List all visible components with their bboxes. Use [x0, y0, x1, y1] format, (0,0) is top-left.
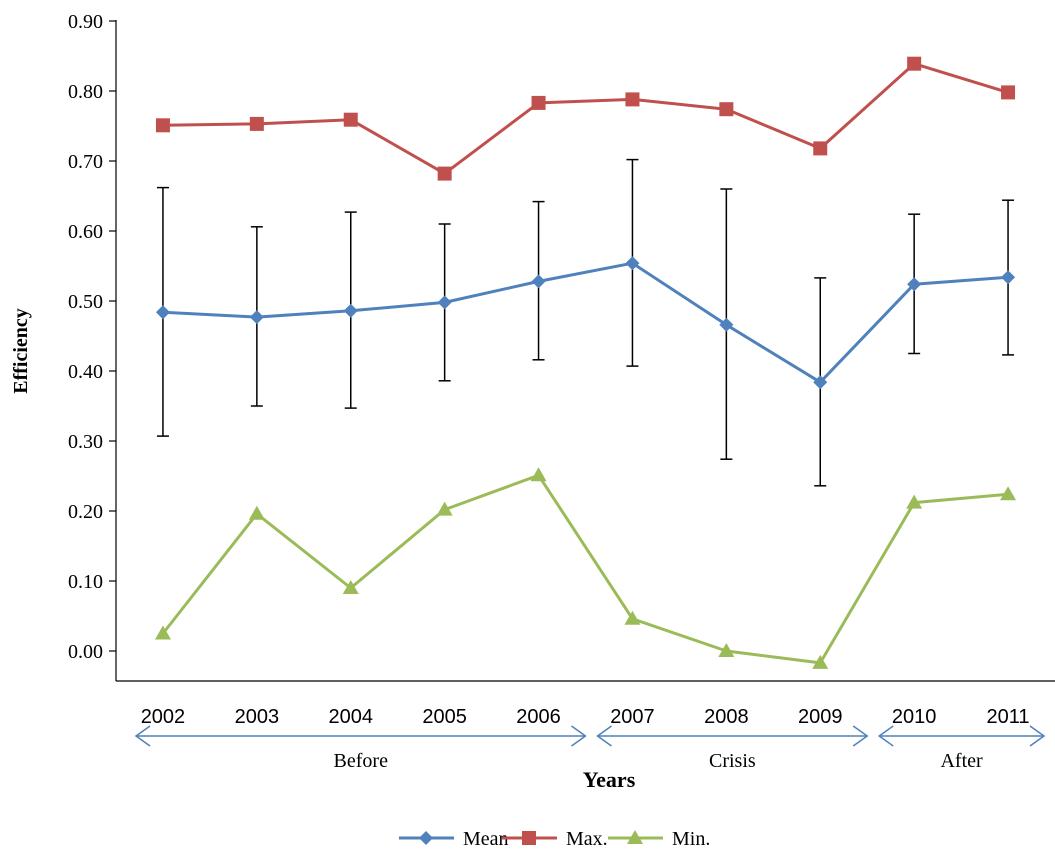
y-axis: 0.00 0.10 0.20 0.30 0.40 0.50 0.60 0.70 0.80 0.90 [68, 11, 117, 681]
y-tick-label: 0.90 [68, 11, 103, 33]
legend-marker [627, 830, 643, 844]
x-tick-label: 2008 [704, 706, 749, 728]
x-tick-label: 2006 [516, 706, 561, 728]
legend-item-max: Max. [502, 828, 608, 850]
y-tick-label: 0.00 [68, 641, 103, 663]
y-tick-label: 0.50 [68, 291, 103, 313]
series-line-min [161, 473, 1009, 665]
legend-item-min: Min. [608, 828, 710, 850]
legend-label: Max. [566, 828, 608, 850]
x-tick-label: 2010 [892, 706, 937, 728]
x-axis: 2002 2003 2004 2005 2006 2007 2008 2009 2010 2011 [116, 680, 1055, 728]
y-tick-label: 0.80 [68, 81, 103, 103]
legend-marker [419, 831, 433, 845]
data-point-max [813, 141, 828, 156]
data-point-min [1000, 486, 1017, 501]
data-point-min [342, 580, 359, 594]
series-min [154, 467, 1017, 669]
data-point-mean [625, 256, 640, 271]
x-tick-label: 2005 [422, 706, 467, 728]
data-point-mean [813, 375, 828, 390]
data-point-min [812, 654, 829, 669]
period-crisis: Crisis [596, 725, 869, 772]
data-point-mean [1001, 270, 1016, 285]
y-tick-label: 0.30 [68, 431, 103, 453]
x-tick-label: 2009 [798, 706, 843, 728]
y-tick-label: 0.40 [68, 361, 103, 383]
data-point-min [718, 643, 735, 657]
y-tick-label: 0.60 [68, 221, 103, 243]
series-layer [154, 56, 1017, 669]
data-point-min [248, 505, 265, 520]
x-tick-label: 2004 [329, 706, 374, 728]
series-line-max [162, 62, 1009, 176]
data-point-min [154, 625, 171, 640]
legend-item-mean: Mean [399, 828, 509, 850]
x-axis-title: Years [583, 767, 636, 792]
period-before: Before [134, 725, 587, 772]
legend: Mean Max. Min. [399, 828, 710, 850]
data-point-min [436, 501, 453, 516]
y-tick-label: 0.70 [68, 151, 103, 173]
data-point-min [624, 610, 641, 625]
x-tick-label: 2003 [235, 706, 280, 728]
data-point-max [719, 102, 734, 117]
data-point-max [531, 95, 546, 110]
data-point-mean [719, 317, 734, 332]
y-tick-label: 0.20 [68, 501, 103, 523]
data-point-max [907, 56, 922, 71]
data-point-mean [343, 303, 358, 318]
period-arrows: Before Crisis After [134, 725, 1046, 772]
data-point-min [906, 494, 923, 509]
data-point-mean [155, 305, 170, 320]
series-mean [155, 256, 1016, 390]
legend-label: Mean [463, 828, 509, 850]
data-point-max [625, 92, 640, 107]
x-tick-label: 2002 [141, 706, 186, 728]
x-tick-label: 2007 [610, 706, 655, 728]
series-max [155, 56, 1016, 181]
data-point-max [343, 112, 358, 127]
error-bars [156, 158, 1015, 487]
legend-marker [522, 831, 536, 845]
period-label: Before [334, 750, 389, 772]
period-after: After [877, 725, 1046, 772]
x-tick-label: 2011 [987, 706, 1030, 728]
data-point-min [530, 467, 547, 482]
series-line-mean [162, 261, 1009, 384]
data-point-max [249, 116, 264, 131]
data-point-max [437, 166, 452, 181]
data-point-mean [437, 295, 452, 310]
data-point-max [155, 118, 170, 133]
period-label: After [940, 750, 983, 772]
y-axis-title: Efficiency [10, 308, 32, 394]
data-point-max [1001, 85, 1016, 100]
data-point-mean [249, 310, 264, 325]
data-point-mean [531, 274, 546, 289]
period-label: Crisis [709, 750, 756, 772]
legend-label: Min. [672, 828, 710, 850]
y-tick-label: 0.10 [68, 571, 103, 593]
data-point-mean [907, 277, 922, 292]
